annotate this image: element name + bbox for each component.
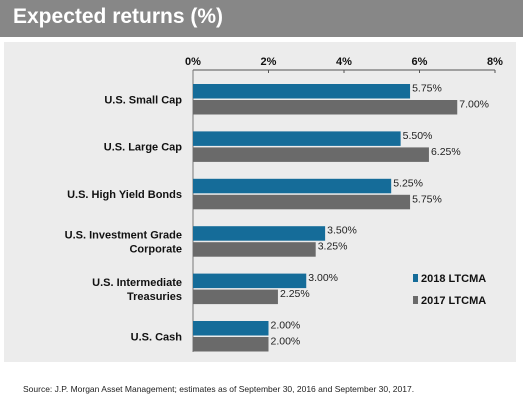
category-label: U.S. Small Cap — [104, 94, 182, 106]
x-tick-label: 4% — [336, 56, 352, 68]
bar-2017 — [193, 289, 278, 305]
bar-2017 — [193, 194, 411, 210]
bar-2018 — [193, 226, 326, 241]
data-label: 5.25% — [393, 177, 423, 189]
bar-2018 — [193, 178, 392, 194]
x-tick-label: 6% — [412, 56, 428, 68]
source-note: Source: J.P. Morgan Asset Management; es… — [23, 384, 415, 394]
bar-2017 — [193, 242, 316, 257]
data-label: 5.75% — [412, 193, 442, 205]
legend-label: 2017 LTCMA — [421, 295, 486, 307]
bar-2017 — [193, 337, 269, 352]
bar-2018 — [193, 273, 307, 289]
data-label: 5.50% — [403, 130, 433, 142]
category-label: U.S. Intermediate — [92, 277, 182, 289]
category-label: U.S. Cash — [131, 331, 183, 343]
data-label: 2.00% — [271, 320, 301, 332]
data-label: 3.00% — [308, 272, 338, 284]
x-tick-label: 2% — [261, 56, 277, 68]
category-label: Treasuries — [127, 291, 182, 303]
data-label: 5.75% — [412, 83, 442, 95]
data-label: 3.25% — [318, 241, 348, 253]
data-label: 2.00% — [271, 336, 301, 348]
bar-2018 — [193, 321, 269, 336]
category-label: U.S. High Yield Bonds — [67, 189, 182, 201]
header-bar: Expected returns (%) — [0, 0, 523, 37]
data-label: 3.50% — [327, 225, 357, 237]
x-tick-label: 0% — [185, 56, 201, 68]
data-label: 6.25% — [431, 146, 461, 158]
chart-title: Expected returns (%) — [13, 5, 224, 28]
bar-2017 — [193, 147, 429, 162]
bar-2018 — [193, 131, 401, 146]
category-label: U.S. Large Cap — [104, 142, 183, 154]
legend-label: 2018 LTCMA — [421, 273, 486, 285]
data-label: 7.00% — [459, 99, 489, 111]
data-label: 2.25% — [280, 288, 310, 300]
category-label: Corporate — [129, 243, 182, 255]
category-label: U.S. Investment Grade — [65, 229, 182, 241]
legend-swatch — [413, 274, 418, 282]
legend-swatch — [413, 296, 418, 304]
x-tick-label: 8% — [487, 56, 503, 68]
bar-2017 — [193, 100, 458, 115]
bar-2018 — [193, 84, 411, 99]
